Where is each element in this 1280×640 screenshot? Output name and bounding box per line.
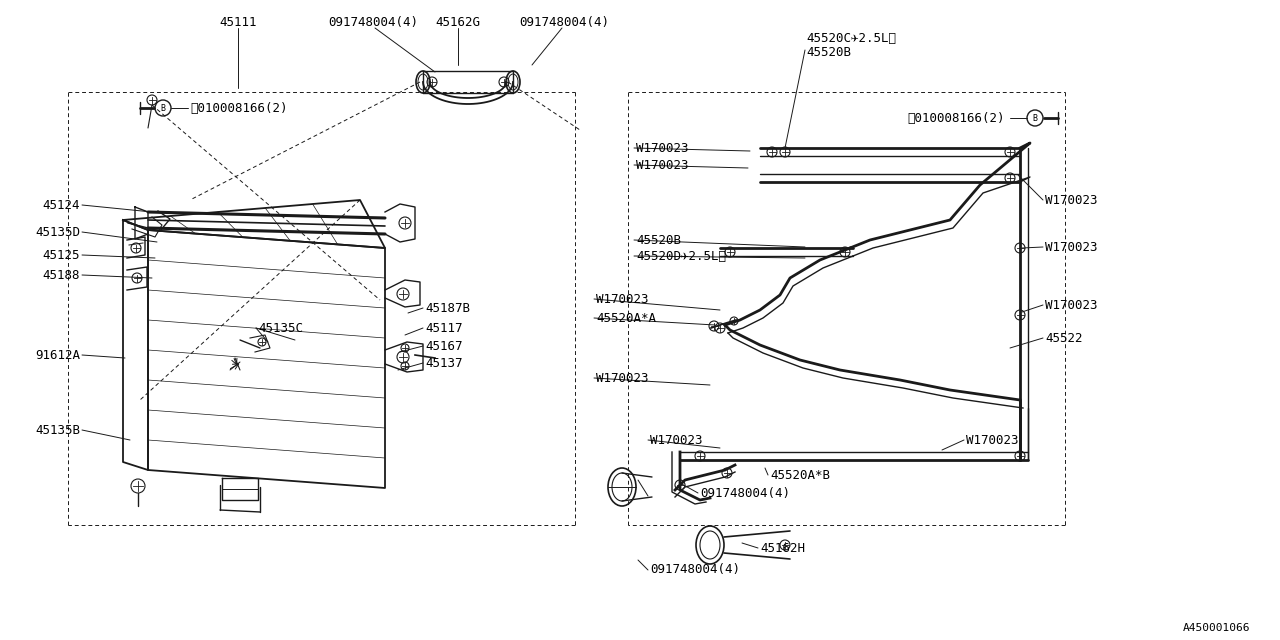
Text: W170023: W170023 <box>636 159 689 172</box>
Text: 45188: 45188 <box>42 269 81 282</box>
Text: 45162G: 45162G <box>435 15 480 29</box>
Text: 45124: 45124 <box>42 198 81 211</box>
Text: B: B <box>1033 113 1038 122</box>
Text: W170023: W170023 <box>1044 193 1097 207</box>
Text: 091748004(4): 091748004(4) <box>650 563 740 577</box>
Text: 091748004(4): 091748004(4) <box>518 15 609 29</box>
Text: W170023: W170023 <box>596 371 649 385</box>
Text: 91612A: 91612A <box>35 349 81 362</box>
Text: 45520D✈2.5L〉: 45520D✈2.5L〉 <box>636 250 726 262</box>
Text: A450001066: A450001066 <box>1183 623 1251 633</box>
Text: W170023: W170023 <box>966 433 1019 447</box>
Text: 091748004(4): 091748004(4) <box>700 486 790 499</box>
Text: 45520A*B: 45520A*B <box>771 468 829 481</box>
Text: W170023: W170023 <box>1044 298 1097 312</box>
Text: 45111: 45111 <box>219 15 257 29</box>
Text: 45135D: 45135D <box>35 225 81 239</box>
Text: 45135B: 45135B <box>35 424 81 436</box>
Text: 091748004(4): 091748004(4) <box>328 15 419 29</box>
Text: W170023: W170023 <box>1044 241 1097 253</box>
Text: 45520C✈2.5L〉: 45520C✈2.5L〉 <box>806 31 896 45</box>
Text: 45125: 45125 <box>42 248 81 262</box>
Text: W170023: W170023 <box>596 292 649 305</box>
Text: W170023: W170023 <box>650 433 703 447</box>
Text: B: B <box>160 104 165 113</box>
Text: 45117: 45117 <box>425 321 462 335</box>
Text: 45520B: 45520B <box>636 234 681 246</box>
Text: 45162H: 45162H <box>760 541 805 554</box>
Text: 45522: 45522 <box>1044 332 1083 344</box>
Text: 45520A*A: 45520A*A <box>596 312 657 324</box>
Text: 45167: 45167 <box>425 339 462 353</box>
Text: Ⓑ010008166(2): Ⓑ010008166(2) <box>908 111 1005 125</box>
Text: 45137: 45137 <box>425 356 462 369</box>
Text: 45135C: 45135C <box>259 321 303 335</box>
Text: 45520B: 45520B <box>806 45 851 58</box>
Text: Ⓑ010008166(2): Ⓑ010008166(2) <box>189 102 288 115</box>
Text: 45187B: 45187B <box>425 301 470 314</box>
Text: W170023: W170023 <box>636 141 689 154</box>
